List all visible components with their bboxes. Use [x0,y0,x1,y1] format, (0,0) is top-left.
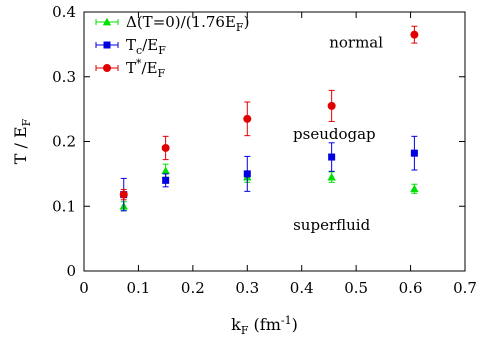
legend-label: Δ(T=0)/(1.76EF) [126,13,249,34]
region-label: superfluid [293,216,370,234]
data-point [410,30,419,39]
x-tick-label: 0.2 [181,279,205,297]
x-tick-label: 0.6 [399,279,423,297]
region-label: pseudogap [293,125,376,143]
legend-marker [103,64,111,72]
x-tick-label: 0.5 [344,279,368,297]
data-point [410,184,419,193]
data-point [161,166,170,174]
x-tick-label: 0.4 [290,279,314,297]
y-tick-label: 0 [66,262,76,280]
x-tick-label: 0 [79,279,89,297]
data-point [162,176,170,184]
y-tick-label: 0.1 [52,197,76,215]
x-tick-label: 0.3 [235,279,259,297]
data-point [243,114,252,123]
legend-label: Tc/EF [126,36,166,57]
legend-marker [102,17,112,26]
legend-entry: T*/EF [95,57,166,80]
series-circle [119,25,419,201]
legend-entry: Δ(T=0)/(1.76EF) [95,13,249,34]
region-label: normal [329,34,383,52]
y-tick-label: 0.2 [52,133,76,151]
data-point [161,143,170,152]
x-tick-label: 0.1 [126,279,150,297]
y-axis-title: T / EF [11,118,33,164]
x-tick-label: 0.7 [453,279,477,297]
x-axis-title: kF (fm-1) [231,314,298,337]
data-point [328,153,336,161]
y-tick-label: 0.4 [52,3,76,21]
data-point [327,172,336,181]
y-tick-label: 0.3 [52,68,76,86]
legend-entry: Tc/EF [95,36,166,57]
data-point [327,101,336,110]
series-triangle [119,163,419,212]
data-point [119,190,128,199]
data-point [243,170,251,178]
data-point [410,149,418,157]
legend-marker [103,41,111,49]
legend-label: T*/EF [126,57,166,80]
